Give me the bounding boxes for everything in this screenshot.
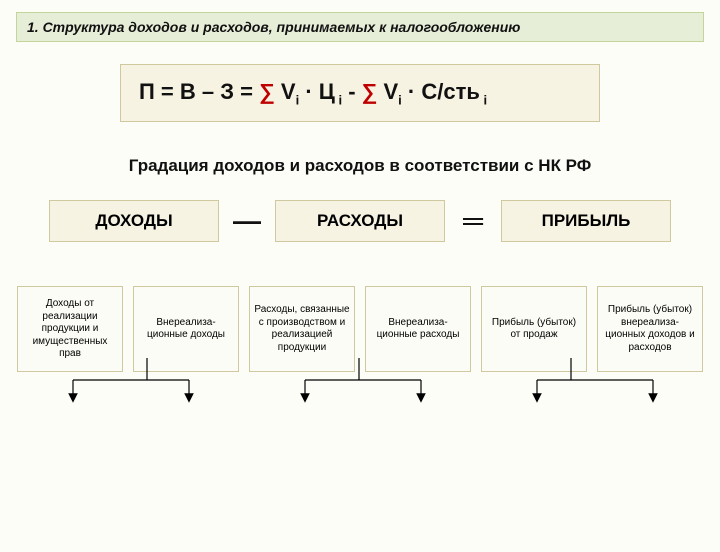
sigma-2: ∑ bbox=[362, 79, 378, 104]
leaf-1: Внереализа-ционные доходы bbox=[133, 286, 239, 372]
main-profit: ПРИБЫЛЬ bbox=[501, 200, 671, 242]
f-t1m: · Ц bbox=[305, 79, 335, 104]
main-expense: РАСХОДЫ bbox=[275, 200, 445, 242]
leaf-3-label: Внереализа-ционные расходы bbox=[370, 317, 466, 342]
leaf-5: Прибыль (убыток) внереализа-ционных дохо… bbox=[597, 286, 703, 372]
f-t2s2: i bbox=[480, 92, 487, 107]
subtitle: Градация доходов и расходов в соответств… bbox=[0, 156, 720, 176]
f-t2s: i bbox=[398, 92, 402, 107]
row-main: ДОХОДЫ — РАСХОДЫ ═ ПРИБЫЛЬ bbox=[0, 200, 720, 242]
f-t1v: V bbox=[281, 79, 296, 104]
leaf-4: Прибыль (убыток) от продаж bbox=[481, 286, 587, 372]
op-equals: ═ bbox=[459, 205, 487, 237]
subtitle-text: Градация доходов и расходов в соответств… bbox=[129, 156, 592, 175]
leaf-0: Доходы от реализации продукции и имущест… bbox=[17, 286, 123, 372]
f-t1s2: i bbox=[335, 92, 342, 107]
f-t1s: i bbox=[296, 92, 300, 107]
sigma-1: ∑ bbox=[259, 79, 275, 104]
leaf-3: Внереализа-ционные расходы bbox=[365, 286, 471, 372]
op-minus: — bbox=[233, 205, 261, 237]
formula-box: П = В – З = ∑ Vi · Ц i - ∑ Vi · С/сть i bbox=[120, 64, 600, 122]
leaf-1-label: Внереализа-ционные доходы bbox=[138, 317, 234, 342]
title-text: 1. Структура доходов и расходов, принима… bbox=[27, 19, 520, 35]
main-expense-label: РАСХОДЫ bbox=[317, 211, 403, 230]
leaf-4-label: Прибыль (убыток) от продаж bbox=[486, 317, 582, 342]
leaf-2: Расходы, связанные с производством и реа… bbox=[249, 286, 355, 372]
row-leaves: Доходы от реализации продукции и имущест… bbox=[0, 286, 720, 372]
main-income: ДОХОДЫ bbox=[49, 200, 219, 242]
title-banner: 1. Структура доходов и расходов, принима… bbox=[16, 12, 704, 42]
leaf-0-label: Доходы от реализации продукции и имущест… bbox=[22, 298, 118, 361]
leaf-2-label: Расходы, связанные с производством и реа… bbox=[254, 304, 350, 354]
main-income-label: ДОХОДЫ bbox=[95, 211, 172, 230]
f-t2m: · С/сть bbox=[408, 79, 480, 104]
main-profit-label: ПРИБЫЛЬ bbox=[542, 211, 631, 230]
formula-prefix: П = В – З = bbox=[139, 79, 259, 104]
f-minus: - bbox=[348, 79, 361, 104]
f-t2v: V bbox=[383, 79, 398, 104]
leaf-5-label: Прибыль (убыток) внереализа-ционных дохо… bbox=[602, 304, 698, 354]
